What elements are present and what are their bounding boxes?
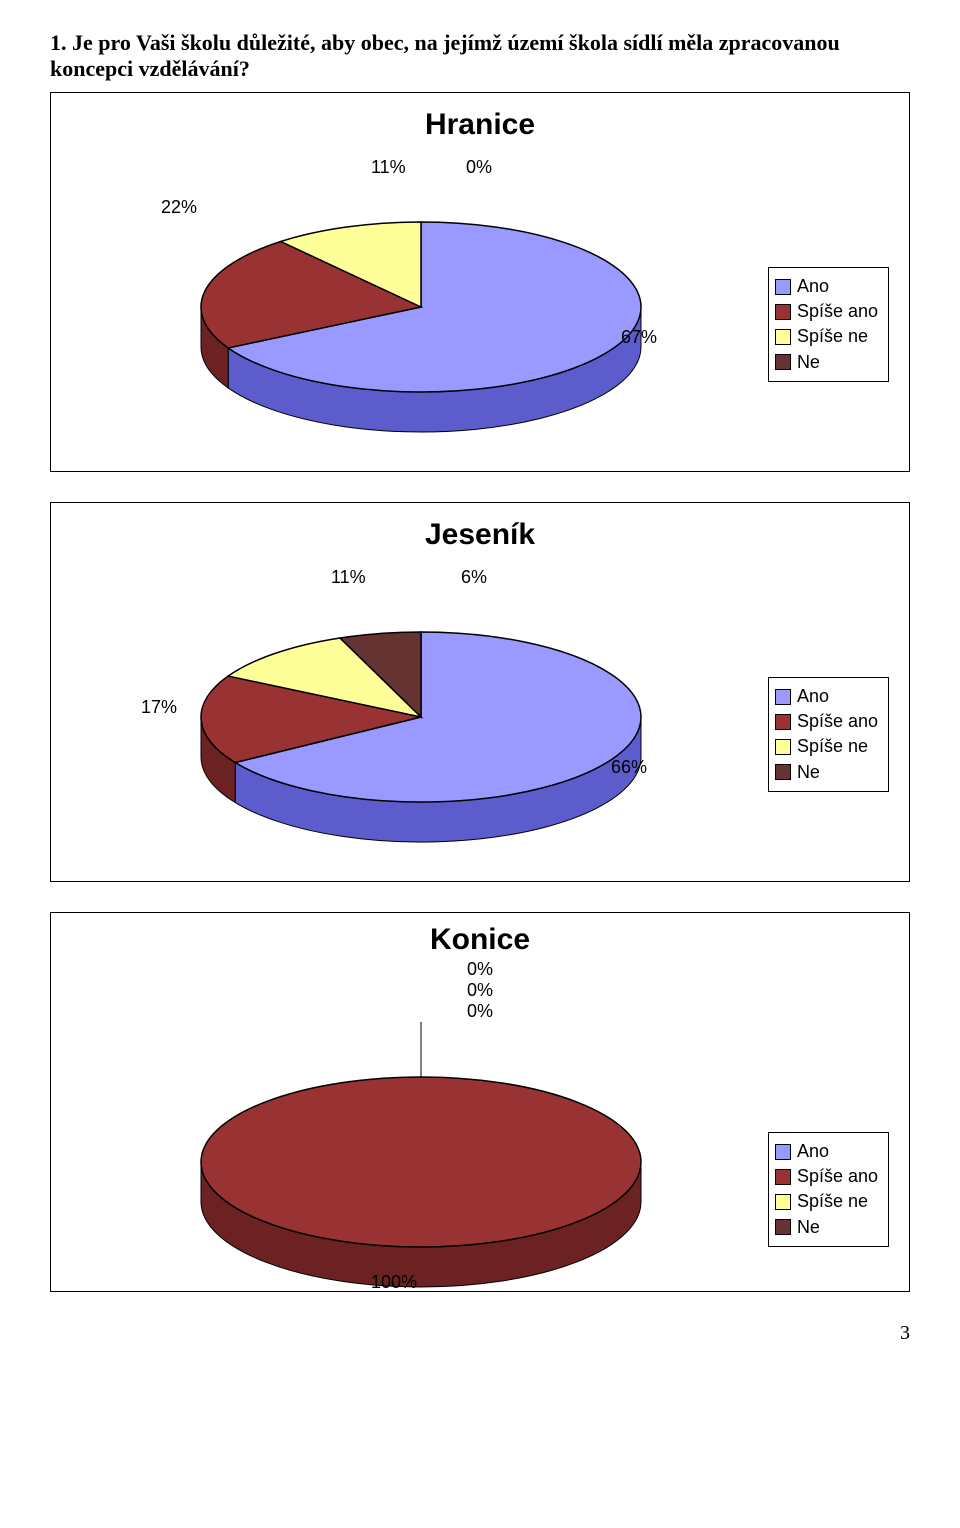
legend-swatch xyxy=(775,1194,791,1210)
legend-swatch xyxy=(775,304,791,320)
legend-swatch xyxy=(775,354,791,370)
pie-chart xyxy=(61,1022,781,1297)
chart-title: Hranice xyxy=(61,108,899,142)
legend-label: Spíše ano xyxy=(797,1164,878,1189)
legend-item: Ne xyxy=(775,1215,878,1240)
legend-swatch xyxy=(775,1169,791,1185)
legend-item: Ano xyxy=(775,274,878,299)
legend: Ano Spíše ano Spíše ne Ne xyxy=(768,267,889,382)
legend-swatch xyxy=(775,329,791,345)
legend: Ano Spíše ano Spíše ne Ne xyxy=(768,677,889,792)
legend-label: Ano xyxy=(797,1139,829,1164)
legend-label: Spíše ano xyxy=(797,709,878,734)
legend-item: Ne xyxy=(775,760,878,785)
legend-swatch xyxy=(775,714,791,730)
legend-item: Ano xyxy=(775,1139,878,1164)
data-label: 11% xyxy=(371,157,406,178)
legend-item: Spíše ne xyxy=(775,1189,878,1214)
data-label: 100% xyxy=(371,1272,417,1293)
data-label: 17% xyxy=(141,697,177,718)
chart-title: Jeseník xyxy=(61,518,899,552)
legend-item: Spíše ne xyxy=(775,734,878,759)
chart-title: Konice xyxy=(430,923,530,957)
chart-konice: Konice 0% 0% 0% 100% Ano Spíše ano Spíše… xyxy=(50,912,910,1292)
data-label: 22% xyxy=(161,197,197,218)
legend-label: Ne xyxy=(797,1215,820,1240)
legend-label: Ne xyxy=(797,760,820,785)
question-text: 1. Je pro Vaši školu důležité, aby obec,… xyxy=(50,30,870,82)
legend-swatch xyxy=(775,689,791,705)
data-label: 11% xyxy=(331,567,366,588)
data-label: 67% xyxy=(621,327,657,348)
legend-item: Spíše ne xyxy=(775,324,878,349)
legend-label: Ano xyxy=(797,274,829,299)
legend-item: Ano xyxy=(775,684,878,709)
chart-hranice: Hranice 11% 0% 22% 67% Ano Spíše ano Spíše … xyxy=(50,92,910,472)
legend-label: Spíše ne xyxy=(797,324,868,349)
data-label: 6% xyxy=(461,567,487,588)
legend-item: Spíše ano xyxy=(775,299,878,324)
legend-swatch xyxy=(775,739,791,755)
data-label: 0% xyxy=(61,959,899,980)
page-number: 3 xyxy=(50,1322,910,1345)
legend-item: Ne xyxy=(775,350,878,375)
data-label: 0% xyxy=(61,980,899,1001)
legend-swatch xyxy=(775,1144,791,1160)
legend-label: Spíše ne xyxy=(797,1189,868,1214)
data-label: 66% xyxy=(611,757,647,778)
legend-swatch xyxy=(775,764,791,780)
legend-label: Spíše ne xyxy=(797,734,868,759)
legend-label: Ne xyxy=(797,350,820,375)
legend-swatch xyxy=(775,279,791,295)
legend: Ano Spíše ano Spíše ne Ne xyxy=(768,1132,889,1247)
legend-label: Ano xyxy=(797,684,829,709)
legend-swatch xyxy=(775,1219,791,1235)
data-label: 0% xyxy=(61,1001,899,1022)
legend-item: Spíše ano xyxy=(775,709,878,734)
legend-item: Spíše ano xyxy=(775,1164,878,1189)
legend-label: Spíše ano xyxy=(797,299,878,324)
data-label: 0% xyxy=(466,157,492,178)
chart-jeseník: Jeseník 11% 6% 17% 66% Ano Spíše ano Spíše … xyxy=(50,502,910,882)
